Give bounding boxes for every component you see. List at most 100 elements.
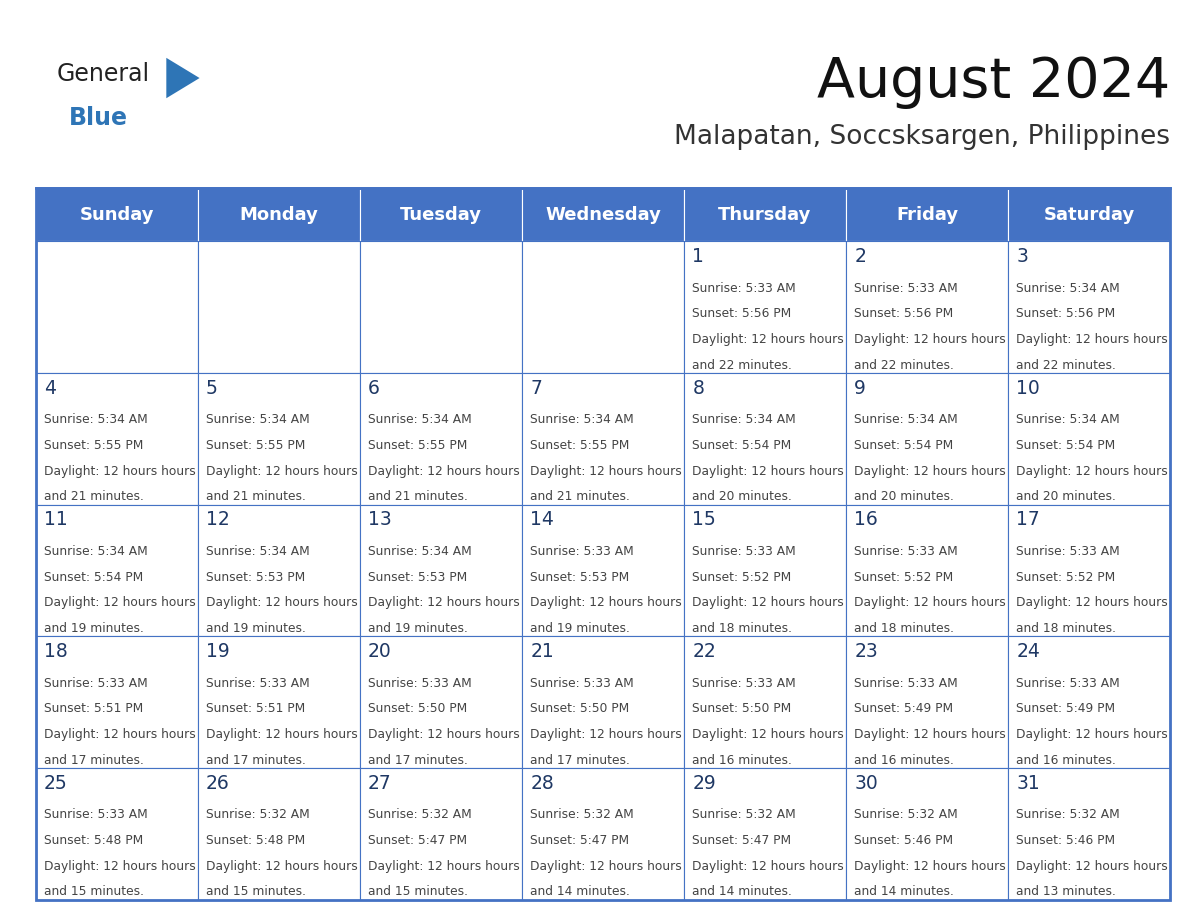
Text: General: General	[57, 62, 150, 86]
Text: Daylight: 12 hours hours: Daylight: 12 hours hours	[44, 728, 196, 741]
Bar	[684, 241, 846, 373]
Text: and 18 minutes.: and 18 minutes.	[854, 622, 954, 635]
Bar	[36, 188, 197, 241]
Text: Blue: Blue	[69, 106, 128, 129]
Text: Sunset: 5:56 PM: Sunset: 5:56 PM	[854, 308, 954, 320]
Text: Sunset: 5:47 PM: Sunset: 5:47 PM	[368, 834, 467, 847]
Text: Sunset: 5:51 PM: Sunset: 5:51 PM	[206, 702, 305, 715]
Text: and 17 minutes.: and 17 minutes.	[530, 754, 630, 767]
Text: Sunset: 5:56 PM: Sunset: 5:56 PM	[1017, 308, 1116, 320]
Text: 22: 22	[693, 642, 716, 661]
Text: and 16 minutes.: and 16 minutes.	[693, 754, 792, 767]
Text: Sunset: 5:51 PM: Sunset: 5:51 PM	[44, 702, 144, 715]
Bar	[684, 373, 846, 505]
Text: and 19 minutes.: and 19 minutes.	[368, 622, 468, 635]
Text: Sunrise: 5:34 AM: Sunrise: 5:34 AM	[44, 413, 147, 427]
Text: Thursday: Thursday	[719, 206, 811, 224]
Text: 7: 7	[530, 378, 542, 397]
Text: 26: 26	[206, 774, 229, 792]
Text: Sunrise: 5:34 AM: Sunrise: 5:34 AM	[206, 413, 310, 427]
Text: and 21 minutes.: and 21 minutes.	[206, 490, 305, 503]
Text: Sunrise: 5:32 AM: Sunrise: 5:32 AM	[854, 809, 958, 822]
Text: and 18 minutes.: and 18 minutes.	[693, 622, 792, 635]
Text: Daylight: 12 hours hours: Daylight: 12 hours hours	[206, 465, 358, 477]
Text: Sunset: 5:55 PM: Sunset: 5:55 PM	[44, 439, 144, 453]
Text: Sunrise: 5:33 AM: Sunrise: 5:33 AM	[530, 677, 634, 689]
Text: 9: 9	[854, 378, 866, 397]
Text: Sunrise: 5:33 AM: Sunrise: 5:33 AM	[693, 545, 796, 558]
Text: and 15 minutes.: and 15 minutes.	[368, 885, 468, 899]
Text: Daylight: 12 hours hours: Daylight: 12 hours hours	[530, 465, 682, 477]
Text: Daylight: 12 hours hours: Daylight: 12 hours hours	[854, 860, 1006, 873]
Text: Sunrise: 5:32 AM: Sunrise: 5:32 AM	[530, 809, 634, 822]
Text: Daylight: 12 hours hours: Daylight: 12 hours hours	[693, 860, 843, 873]
Text: Daylight: 12 hours hours: Daylight: 12 hours hours	[368, 465, 520, 477]
Text: 29: 29	[693, 774, 716, 792]
Text: and 19 minutes.: and 19 minutes.	[206, 622, 305, 635]
Text: Daylight: 12 hours hours: Daylight: 12 hours hours	[368, 728, 520, 741]
Bar	[360, 373, 522, 505]
Bar	[1009, 241, 1170, 373]
Text: and 22 minutes.: and 22 minutes.	[854, 359, 954, 372]
Text: 1: 1	[693, 247, 704, 266]
Text: Sunrise: 5:33 AM: Sunrise: 5:33 AM	[206, 677, 310, 689]
Text: and 17 minutes.: and 17 minutes.	[44, 754, 144, 767]
Bar	[197, 373, 360, 505]
Bar	[1009, 505, 1170, 636]
Text: Sunset: 5:50 PM: Sunset: 5:50 PM	[368, 702, 467, 715]
Bar	[197, 241, 360, 373]
Bar	[1009, 188, 1170, 241]
Bar	[846, 373, 1009, 505]
Bar	[360, 241, 522, 373]
Text: Daylight: 12 hours hours: Daylight: 12 hours hours	[854, 465, 1006, 477]
Text: Sunset: 5:46 PM: Sunset: 5:46 PM	[1017, 834, 1116, 847]
Bar	[522, 188, 684, 241]
Text: Daylight: 12 hours hours: Daylight: 12 hours hours	[854, 728, 1006, 741]
Text: 17: 17	[1017, 510, 1041, 529]
Bar	[197, 636, 360, 768]
Text: 28: 28	[530, 774, 554, 792]
Text: Daylight: 12 hours hours: Daylight: 12 hours hours	[693, 333, 843, 346]
Text: and 16 minutes.: and 16 minutes.	[854, 754, 954, 767]
Text: Daylight: 12 hours hours: Daylight: 12 hours hours	[693, 728, 843, 741]
Text: Daylight: 12 hours hours: Daylight: 12 hours hours	[530, 597, 682, 610]
Bar	[36, 505, 197, 636]
Bar	[360, 188, 522, 241]
Text: and 20 minutes.: and 20 minutes.	[693, 490, 792, 503]
Text: and 15 minutes.: and 15 minutes.	[206, 885, 307, 899]
Text: Sunrise: 5:33 AM: Sunrise: 5:33 AM	[854, 282, 958, 295]
Text: Daylight: 12 hours hours: Daylight: 12 hours hours	[368, 860, 520, 873]
Text: Sunset: 5:53 PM: Sunset: 5:53 PM	[530, 571, 630, 584]
Bar	[197, 505, 360, 636]
Text: Sunrise: 5:33 AM: Sunrise: 5:33 AM	[44, 809, 147, 822]
Text: Sunrise: 5:33 AM: Sunrise: 5:33 AM	[693, 677, 796, 689]
Bar	[684, 188, 846, 241]
Bar	[522, 241, 684, 373]
Text: Friday: Friday	[896, 206, 959, 224]
Text: 4: 4	[44, 378, 56, 397]
Text: Sunrise: 5:33 AM: Sunrise: 5:33 AM	[854, 545, 958, 558]
Bar	[846, 636, 1009, 768]
Text: 16: 16	[854, 510, 878, 529]
Text: Daylight: 12 hours hours: Daylight: 12 hours hours	[206, 728, 358, 741]
Text: 13: 13	[368, 510, 392, 529]
Bar	[1009, 768, 1170, 900]
Text: 14: 14	[530, 510, 554, 529]
Text: Daylight: 12 hours hours: Daylight: 12 hours hours	[854, 597, 1006, 610]
Text: Wednesday: Wednesday	[545, 206, 661, 224]
Text: 6: 6	[368, 378, 380, 397]
Text: Sunday: Sunday	[80, 206, 154, 224]
Text: Sunset: 5:48 PM: Sunset: 5:48 PM	[44, 834, 144, 847]
Text: Sunset: 5:54 PM: Sunset: 5:54 PM	[854, 439, 954, 453]
Text: Sunset: 5:50 PM: Sunset: 5:50 PM	[530, 702, 630, 715]
Bar	[1009, 373, 1170, 505]
Bar	[197, 188, 360, 241]
Text: Daylight: 12 hours hours: Daylight: 12 hours hours	[693, 597, 843, 610]
Text: and 21 minutes.: and 21 minutes.	[368, 490, 468, 503]
Text: Daylight: 12 hours hours: Daylight: 12 hours hours	[1017, 465, 1168, 477]
Text: and 14 minutes.: and 14 minutes.	[693, 885, 792, 899]
Bar	[846, 188, 1009, 241]
Text: Daylight: 12 hours hours: Daylight: 12 hours hours	[206, 597, 358, 610]
Text: Monday: Monday	[239, 206, 318, 224]
Text: and 20 minutes.: and 20 minutes.	[1017, 490, 1117, 503]
